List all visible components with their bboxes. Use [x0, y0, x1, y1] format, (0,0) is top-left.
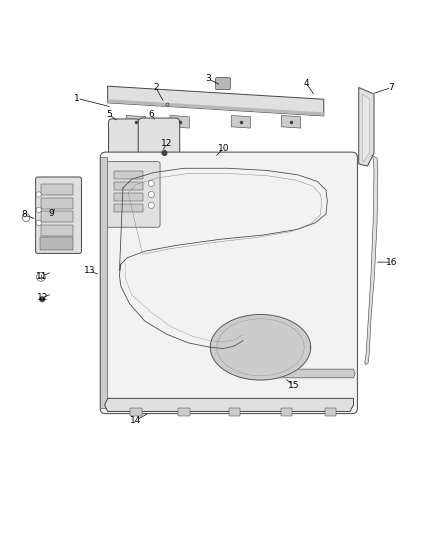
Polygon shape	[365, 155, 378, 365]
Polygon shape	[127, 116, 146, 128]
Circle shape	[39, 296, 45, 302]
FancyBboxPatch shape	[109, 119, 140, 159]
Text: 15: 15	[287, 381, 299, 390]
Bar	[40, 237, 73, 250]
Polygon shape	[231, 116, 251, 128]
Text: 11: 11	[36, 272, 48, 280]
FancyBboxPatch shape	[100, 152, 357, 414]
Circle shape	[148, 181, 154, 187]
Polygon shape	[108, 99, 324, 116]
Bar	[41, 212, 73, 222]
Circle shape	[36, 272, 45, 281]
Text: 7: 7	[389, 83, 394, 92]
Polygon shape	[362, 94, 370, 161]
Polygon shape	[359, 87, 374, 166]
Bar	[131, 408, 142, 416]
Text: 1: 1	[74, 94, 80, 103]
Polygon shape	[210, 314, 311, 380]
Circle shape	[148, 191, 154, 198]
Text: 2: 2	[153, 83, 159, 92]
Bar	[41, 184, 73, 195]
Circle shape	[36, 207, 41, 212]
Text: 13: 13	[85, 266, 96, 276]
Text: 16: 16	[386, 257, 397, 266]
FancyBboxPatch shape	[106, 161, 160, 227]
Polygon shape	[252, 369, 355, 378]
FancyBboxPatch shape	[215, 77, 230, 90]
Text: 12: 12	[36, 294, 48, 302]
Circle shape	[36, 220, 41, 225]
Polygon shape	[282, 116, 300, 128]
Bar	[100, 157, 107, 408]
Circle shape	[161, 150, 167, 156]
Circle shape	[148, 203, 154, 208]
Bar	[114, 182, 143, 190]
Bar	[114, 204, 143, 212]
FancyBboxPatch shape	[35, 177, 81, 253]
Bar	[281, 408, 292, 416]
Polygon shape	[108, 86, 324, 116]
Text: 3: 3	[205, 74, 211, 83]
Text: 6: 6	[148, 110, 154, 119]
Bar	[229, 408, 240, 416]
Bar	[41, 198, 73, 209]
Text: 8: 8	[22, 211, 28, 220]
Text: 10: 10	[218, 144, 229, 153]
Circle shape	[22, 214, 30, 222]
Bar	[325, 408, 336, 416]
Text: 4: 4	[304, 79, 309, 87]
Text: 14: 14	[131, 416, 142, 425]
Bar	[114, 193, 143, 201]
Circle shape	[36, 192, 41, 197]
Polygon shape	[105, 398, 353, 411]
Text: 12: 12	[161, 139, 172, 148]
Bar	[178, 408, 190, 416]
Polygon shape	[170, 116, 189, 128]
Text: 9: 9	[48, 209, 54, 218]
Bar	[41, 225, 73, 236]
Bar	[114, 171, 143, 179]
FancyBboxPatch shape	[138, 118, 180, 164]
Text: 5: 5	[106, 110, 112, 119]
